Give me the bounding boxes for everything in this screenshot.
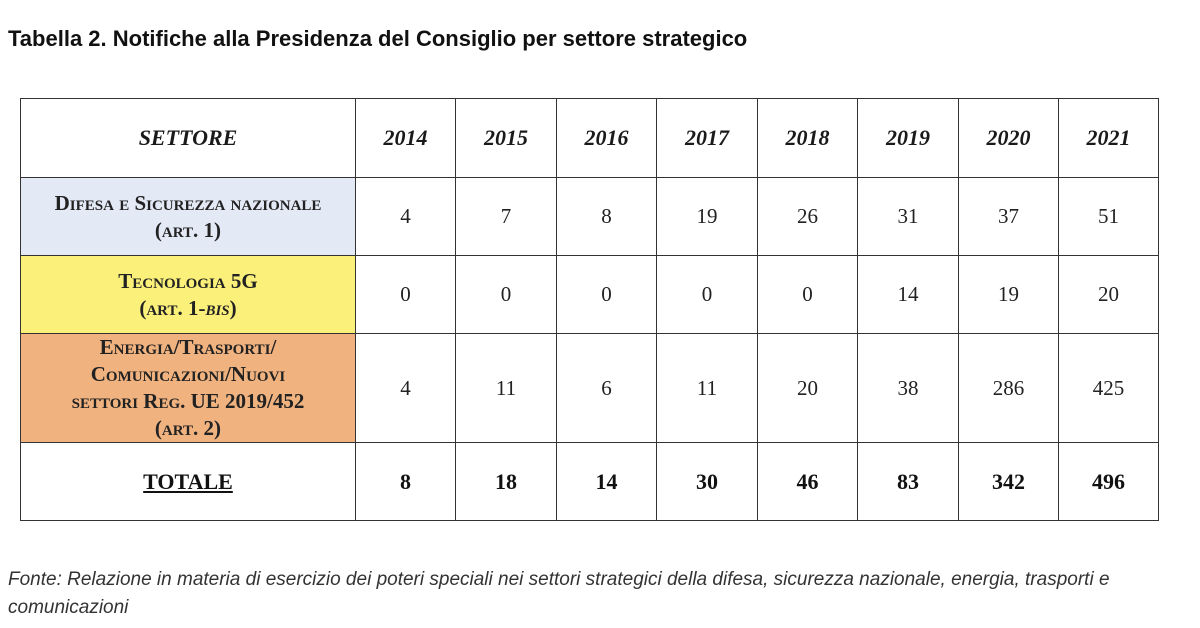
value-cell: 0 [355, 255, 456, 334]
article-suffix: ) [229, 295, 237, 320]
total-cell: 342 [958, 442, 1059, 521]
table-row: Difesa e Sicurezza nazionale (art. 1) 4 … [20, 177, 1159, 256]
value-cell: 19 [656, 177, 758, 256]
value-cell: 20 [757, 333, 858, 443]
value-cell: 0 [455, 255, 557, 334]
total-cell: 14 [556, 442, 657, 521]
header-year: 2014 [355, 98, 456, 178]
sector-cell-energy: Energia/Trasporti/ Comunicazioni/Nuovi s… [20, 333, 356, 443]
value-cell: 6 [556, 333, 657, 443]
sector-cell-defense: Difesa e Sicurezza nazionale (art. 1) [20, 177, 356, 256]
header-year: 2020 [958, 98, 1059, 178]
header-year: 2017 [656, 98, 758, 178]
article-prefix: (art. 1- [139, 295, 206, 320]
total-cell: 46 [757, 442, 858, 521]
value-cell: 425 [1058, 333, 1159, 443]
value-cell: 51 [1058, 177, 1159, 256]
sector-article: (art. 2) [154, 416, 222, 440]
sector-article: (art. 1) [154, 217, 222, 242]
value-cell: 31 [857, 177, 959, 256]
value-cell: 11 [455, 333, 557, 443]
total-cell: 30 [656, 442, 758, 521]
value-cell: 0 [656, 255, 758, 334]
header-year: 2018 [757, 98, 858, 178]
value-cell: 7 [455, 177, 557, 256]
total-cell: 8 [355, 442, 456, 521]
table-title: Tabella 2. Notifiche alla Presidenza del… [8, 26, 748, 51]
value-cell: 11 [656, 333, 758, 443]
total-cell: 18 [455, 442, 557, 521]
total-label: TOTALE [20, 442, 356, 521]
value-cell: 26 [757, 177, 858, 256]
value-cell: 0 [556, 255, 657, 334]
sector-cell-5g: Tecnologia 5G (art. 1-bis) [20, 255, 356, 334]
value-cell: 14 [857, 255, 959, 334]
total-row: TOTALE 8 18 14 30 46 83 342 496 [20, 442, 1159, 521]
sector-label: settori Reg. UE 2019/452 [71, 389, 305, 413]
source-note: Fonte: Relazione in materia di esercizio… [8, 569, 1110, 618]
header-row: SETTORE 2014 2015 2016 2017 2018 2019 20… [20, 98, 1159, 178]
sector-label: Energia/Trasporti/ [99, 335, 277, 359]
table-row: Tecnologia 5G (art. 1-bis) 0 0 0 0 0 14 … [20, 255, 1159, 334]
sector-label: Comunicazioni/Nuovi [90, 362, 286, 386]
value-cell: 0 [757, 255, 858, 334]
value-cell: 8 [556, 177, 657, 256]
total-cell: 83 [857, 442, 959, 521]
table-row: Energia/Trasporti/ Comunicazioni/Nuovi s… [20, 333, 1159, 443]
value-cell: 19 [958, 255, 1059, 334]
value-cell: 20 [1058, 255, 1159, 334]
sector-label: Tecnologia 5G [118, 268, 258, 293]
header-sector: SETTORE [20, 98, 356, 178]
notifications-table: SETTORE 2014 2015 2016 2017 2018 2019 20… [20, 98, 1159, 521]
value-cell: 4 [355, 177, 456, 256]
total-cell: 496 [1058, 442, 1159, 521]
value-cell: 38 [857, 333, 959, 443]
header-year: 2019 [857, 98, 959, 178]
header-year: 2016 [556, 98, 657, 178]
article-bis: bis [205, 295, 230, 320]
header-year: 2021 [1058, 98, 1159, 178]
sector-article: (art. 1-bis) [21, 295, 355, 322]
sector-label: Difesa e Sicurezza nazionale [54, 190, 322, 215]
value-cell: 286 [958, 333, 1059, 443]
header-year: 2015 [455, 98, 557, 178]
value-cell: 37 [958, 177, 1059, 256]
value-cell: 4 [355, 333, 456, 443]
